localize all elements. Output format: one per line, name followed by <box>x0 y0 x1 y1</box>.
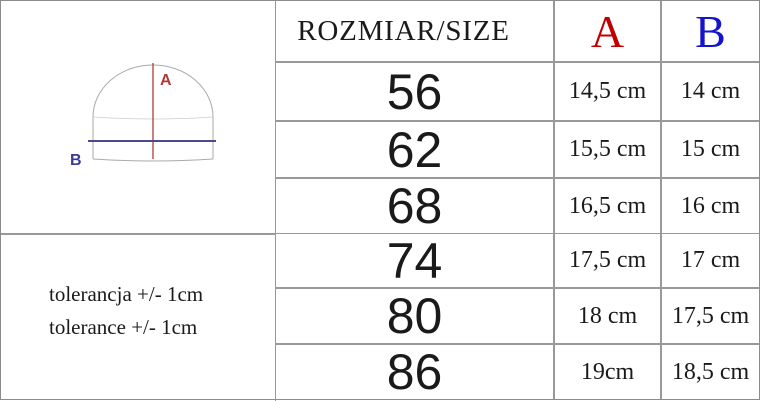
svg-text:B: B <box>70 152 82 169</box>
svg-text:A: A <box>160 72 172 89</box>
